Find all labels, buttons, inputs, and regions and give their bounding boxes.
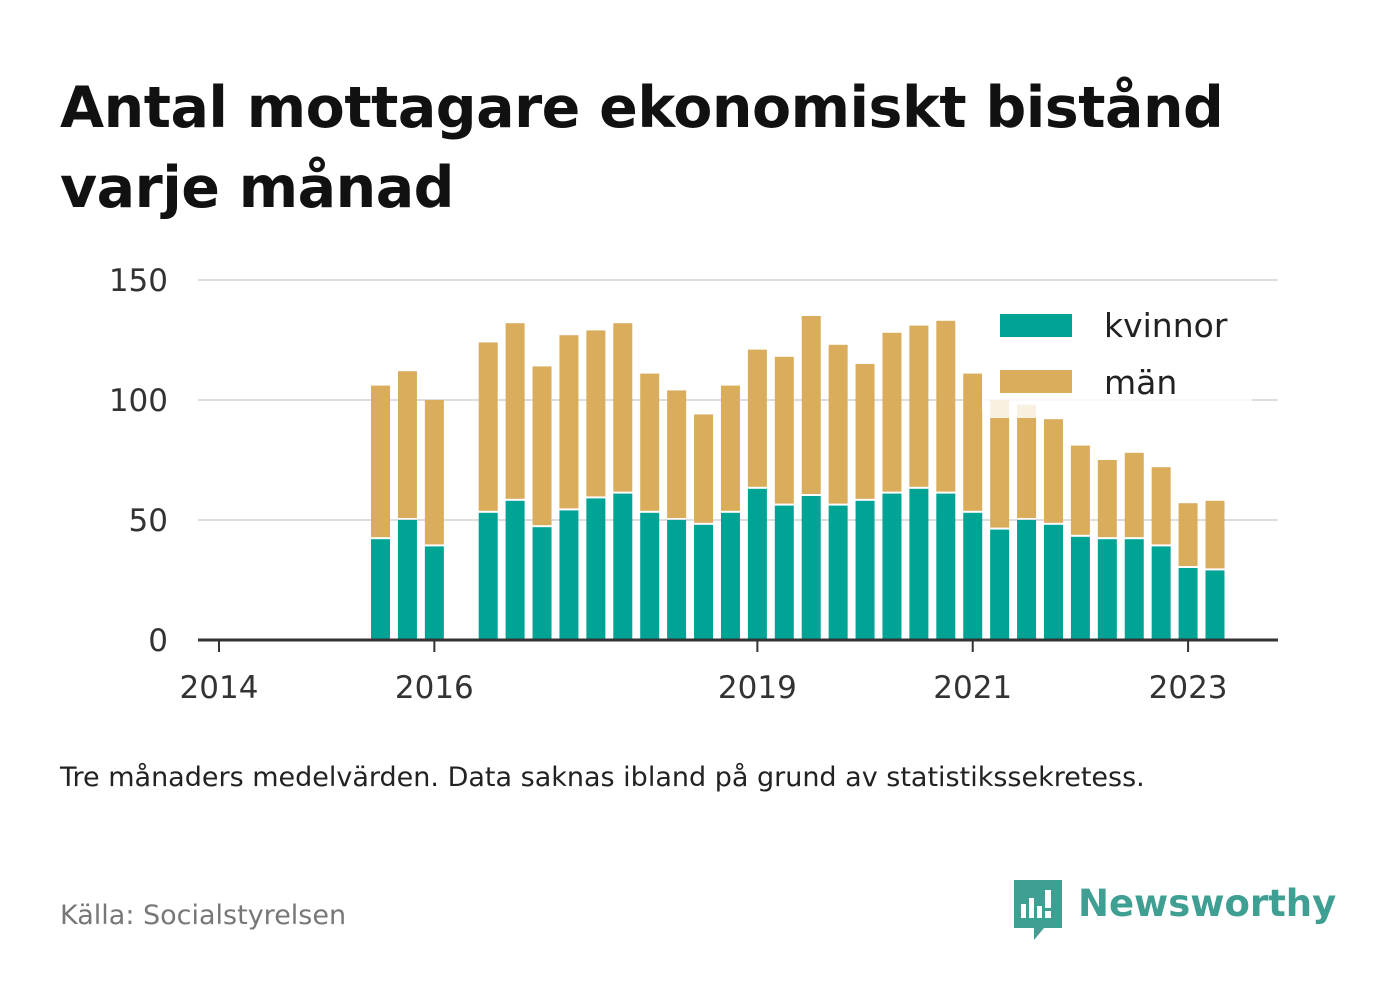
bar-man [613, 323, 633, 492]
bar-man [801, 316, 821, 494]
bar-man [774, 356, 794, 504]
bar-kvinnor [1205, 570, 1225, 640]
x-axis-ticks: 2014 2016 2019 2021 2023 [180, 640, 1228, 706]
bar-kvinnor [532, 527, 552, 640]
bar-man [505, 323, 525, 499]
bar-man [586, 330, 606, 497]
bar-kvinnor [1097, 539, 1117, 640]
bar-man [855, 364, 875, 499]
bar-man [1070, 445, 1090, 535]
bar-man [532, 366, 552, 526]
bar-kvinnor [694, 524, 714, 640]
bar-kvinnor [747, 488, 767, 640]
y-tick-label: 150 [109, 263, 168, 299]
bar-man [990, 400, 1010, 528]
brand-name: Newsworthy [1078, 882, 1337, 925]
source-label: Källa: Socialstyrelsen [60, 900, 347, 931]
bar-kvinnor [774, 505, 794, 640]
bar-man [667, 390, 687, 518]
bar-man [424, 400, 444, 545]
bar-kvinnor [882, 493, 902, 640]
chart-note: Tre månaders medelvärden. Data saknas ib… [60, 762, 1145, 793]
legend-swatch-kvinnor [1000, 314, 1072, 337]
y-axis-ticks: 0 50 100 150 [109, 263, 168, 659]
bar-kvinnor [1178, 568, 1198, 640]
bar-kvinnor [640, 512, 660, 640]
bar-man [1043, 419, 1063, 523]
bar-man [694, 414, 714, 523]
bar-kvinnor [963, 512, 983, 640]
bar-man [963, 373, 983, 511]
bar-kvinnor [424, 546, 444, 640]
legend: kvinnor män [982, 300, 1252, 418]
bar-man [882, 332, 902, 492]
bar-man [397, 371, 417, 518]
bar-kvinnor [801, 496, 821, 640]
bar-kvinnor [478, 512, 498, 640]
bar-man [1017, 404, 1037, 518]
legend-swatch-man [1000, 370, 1072, 393]
bar-man [478, 342, 498, 511]
bar-man [1151, 467, 1171, 545]
newsworthy-brand: Newsworthy [1012, 878, 1336, 942]
bar-kvinnor [586, 498, 606, 640]
bar-kvinnor [1043, 524, 1063, 640]
bar-kvinnor [720, 512, 740, 640]
stacked-bar-chart: 0 50 100 150 2014 2016 2019 2021 2023 kvinnor m… [109, 263, 1278, 706]
bar-man [720, 385, 740, 511]
x-tick-label: 2019 [718, 670, 797, 706]
bar-man [1097, 460, 1117, 538]
bar-kvinnor [371, 539, 391, 640]
newsworthy-logo-icon [1014, 880, 1062, 940]
bar-man [1205, 500, 1225, 569]
bar-kvinnor [828, 505, 848, 640]
bar-kvinnor [559, 510, 579, 640]
x-tick-label: 2014 [180, 670, 259, 706]
x-tick-label: 2016 [395, 670, 474, 706]
x-tick-label: 2021 [933, 670, 1012, 706]
bar-kvinnor [397, 520, 417, 640]
bar-man [371, 385, 391, 538]
bar-kvinnor [1017, 520, 1037, 640]
bar-kvinnor [1124, 539, 1144, 640]
bar-man [1178, 503, 1198, 566]
bar-kvinnor [1070, 536, 1090, 640]
bar-man [936, 320, 956, 492]
bar-man [747, 349, 767, 487]
x-tick-label: 2023 [1149, 670, 1228, 706]
bar-man [640, 373, 660, 511]
bar-kvinnor [1151, 546, 1171, 640]
bar-kvinnor [990, 529, 1010, 640]
legend-label-man: män [1104, 363, 1177, 402]
bar-man [559, 335, 579, 509]
y-tick-label: 50 [129, 503, 168, 539]
bar-man [1124, 452, 1144, 538]
bar-kvinnor [667, 520, 687, 640]
bar-kvinnor [505, 500, 525, 640]
bars [371, 316, 1225, 640]
bar-kvinnor [855, 500, 875, 640]
bar-man [828, 344, 848, 504]
bar-man [909, 325, 929, 487]
y-tick-label: 0 [148, 623, 168, 659]
y-tick-label: 100 [109, 383, 168, 419]
chart-title: Antal mottagare ekonomiskt bistånd varje… [60, 75, 1224, 221]
bar-kvinnor [936, 493, 956, 640]
bar-kvinnor [909, 488, 929, 640]
legend-label-kvinnor: kvinnor [1104, 306, 1228, 345]
bar-kvinnor [613, 493, 633, 640]
